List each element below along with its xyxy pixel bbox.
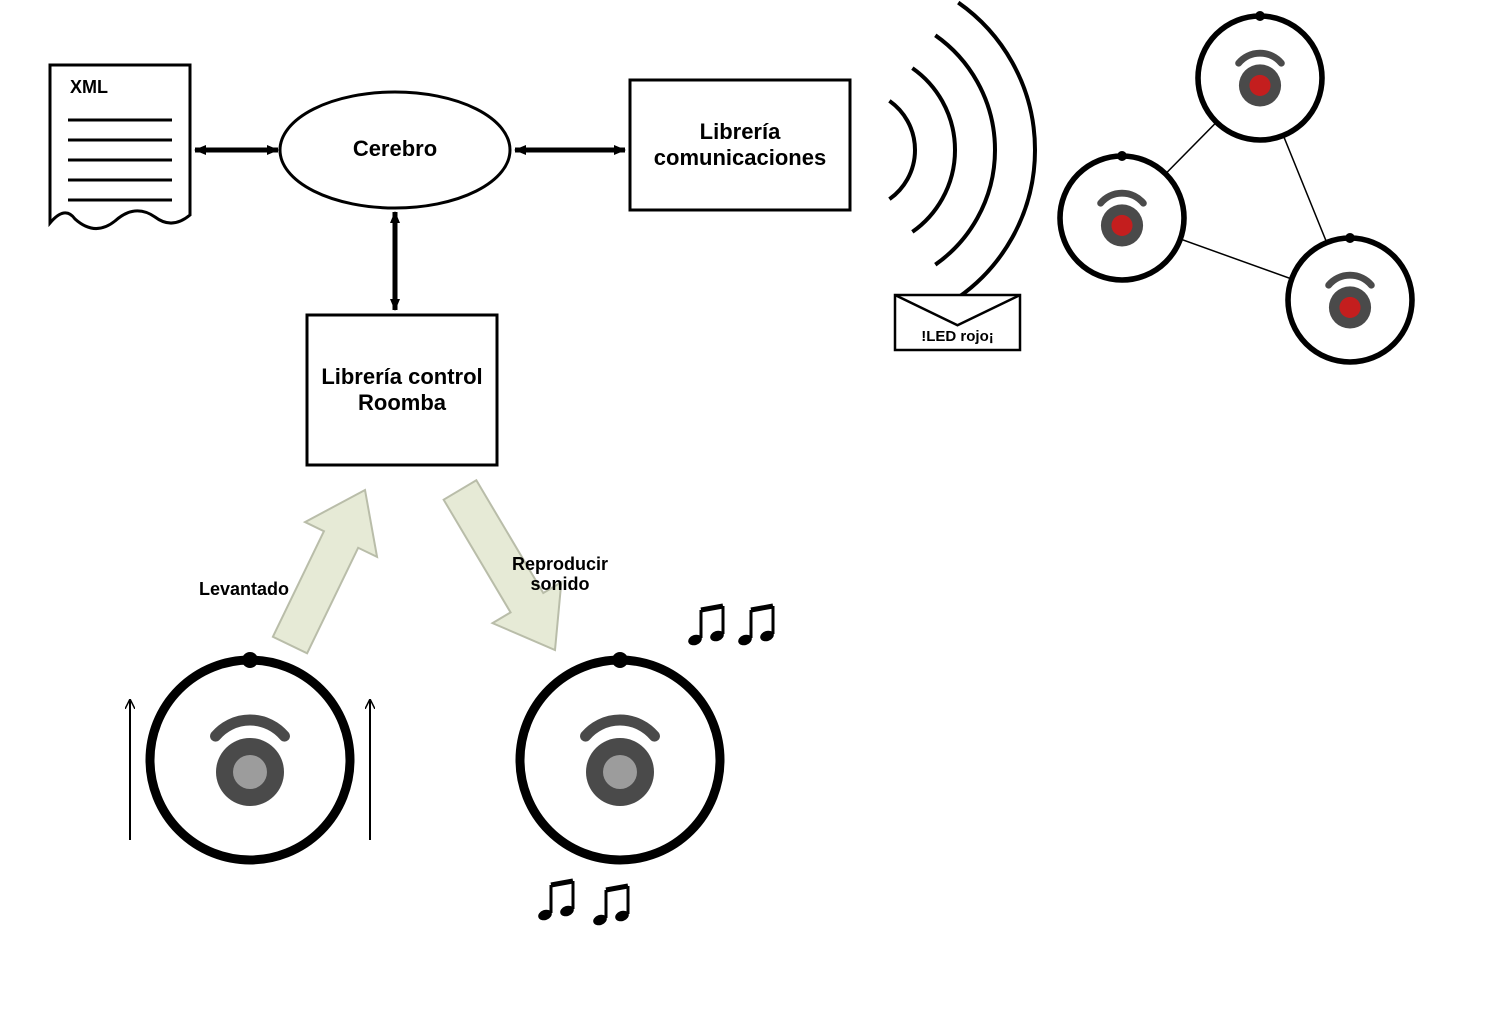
diagram-canvas: XML Cerebro Libreríacomunicaciones Libre… <box>0 0 1500 1012</box>
network-roombas <box>1060 11 1412 362</box>
reproducir-arrow: Reproducirsonido <box>444 480 608 650</box>
roomba-left-icon <box>150 652 350 860</box>
levantado-arrow: Levantado <box>199 490 377 653</box>
cerebro-label: Cerebro <box>353 136 437 161</box>
envelope-label: !LED rojo¡ <box>921 328 994 345</box>
lib-com-label2: comunicaciones <box>654 145 826 170</box>
libreria-control-roomba-node: Librería controlRoomba <box>307 315 497 465</box>
levantado-label: Levantado <box>199 579 289 599</box>
lib-com-label1: Librería <box>700 119 781 144</box>
lib-roomba-label2: Roomba <box>358 390 447 415</box>
roomba-right-icon <box>520 652 720 860</box>
libreria-comunicaciones-node: Libreríacomunicaciones <box>630 80 850 210</box>
xml-label: XML <box>70 77 108 97</box>
cerebro-node: Cerebro <box>280 92 510 208</box>
reproducir-label2: sonido <box>531 574 590 594</box>
lib-roomba-label1: Librería control <box>321 364 482 389</box>
reproducir-label1: Reproducir <box>512 554 608 574</box>
wireless-signal-icon <box>889 3 1035 298</box>
xml-document-node: XML <box>50 65 190 229</box>
envelope-message-icon: !LED rojo¡ <box>895 295 1020 350</box>
